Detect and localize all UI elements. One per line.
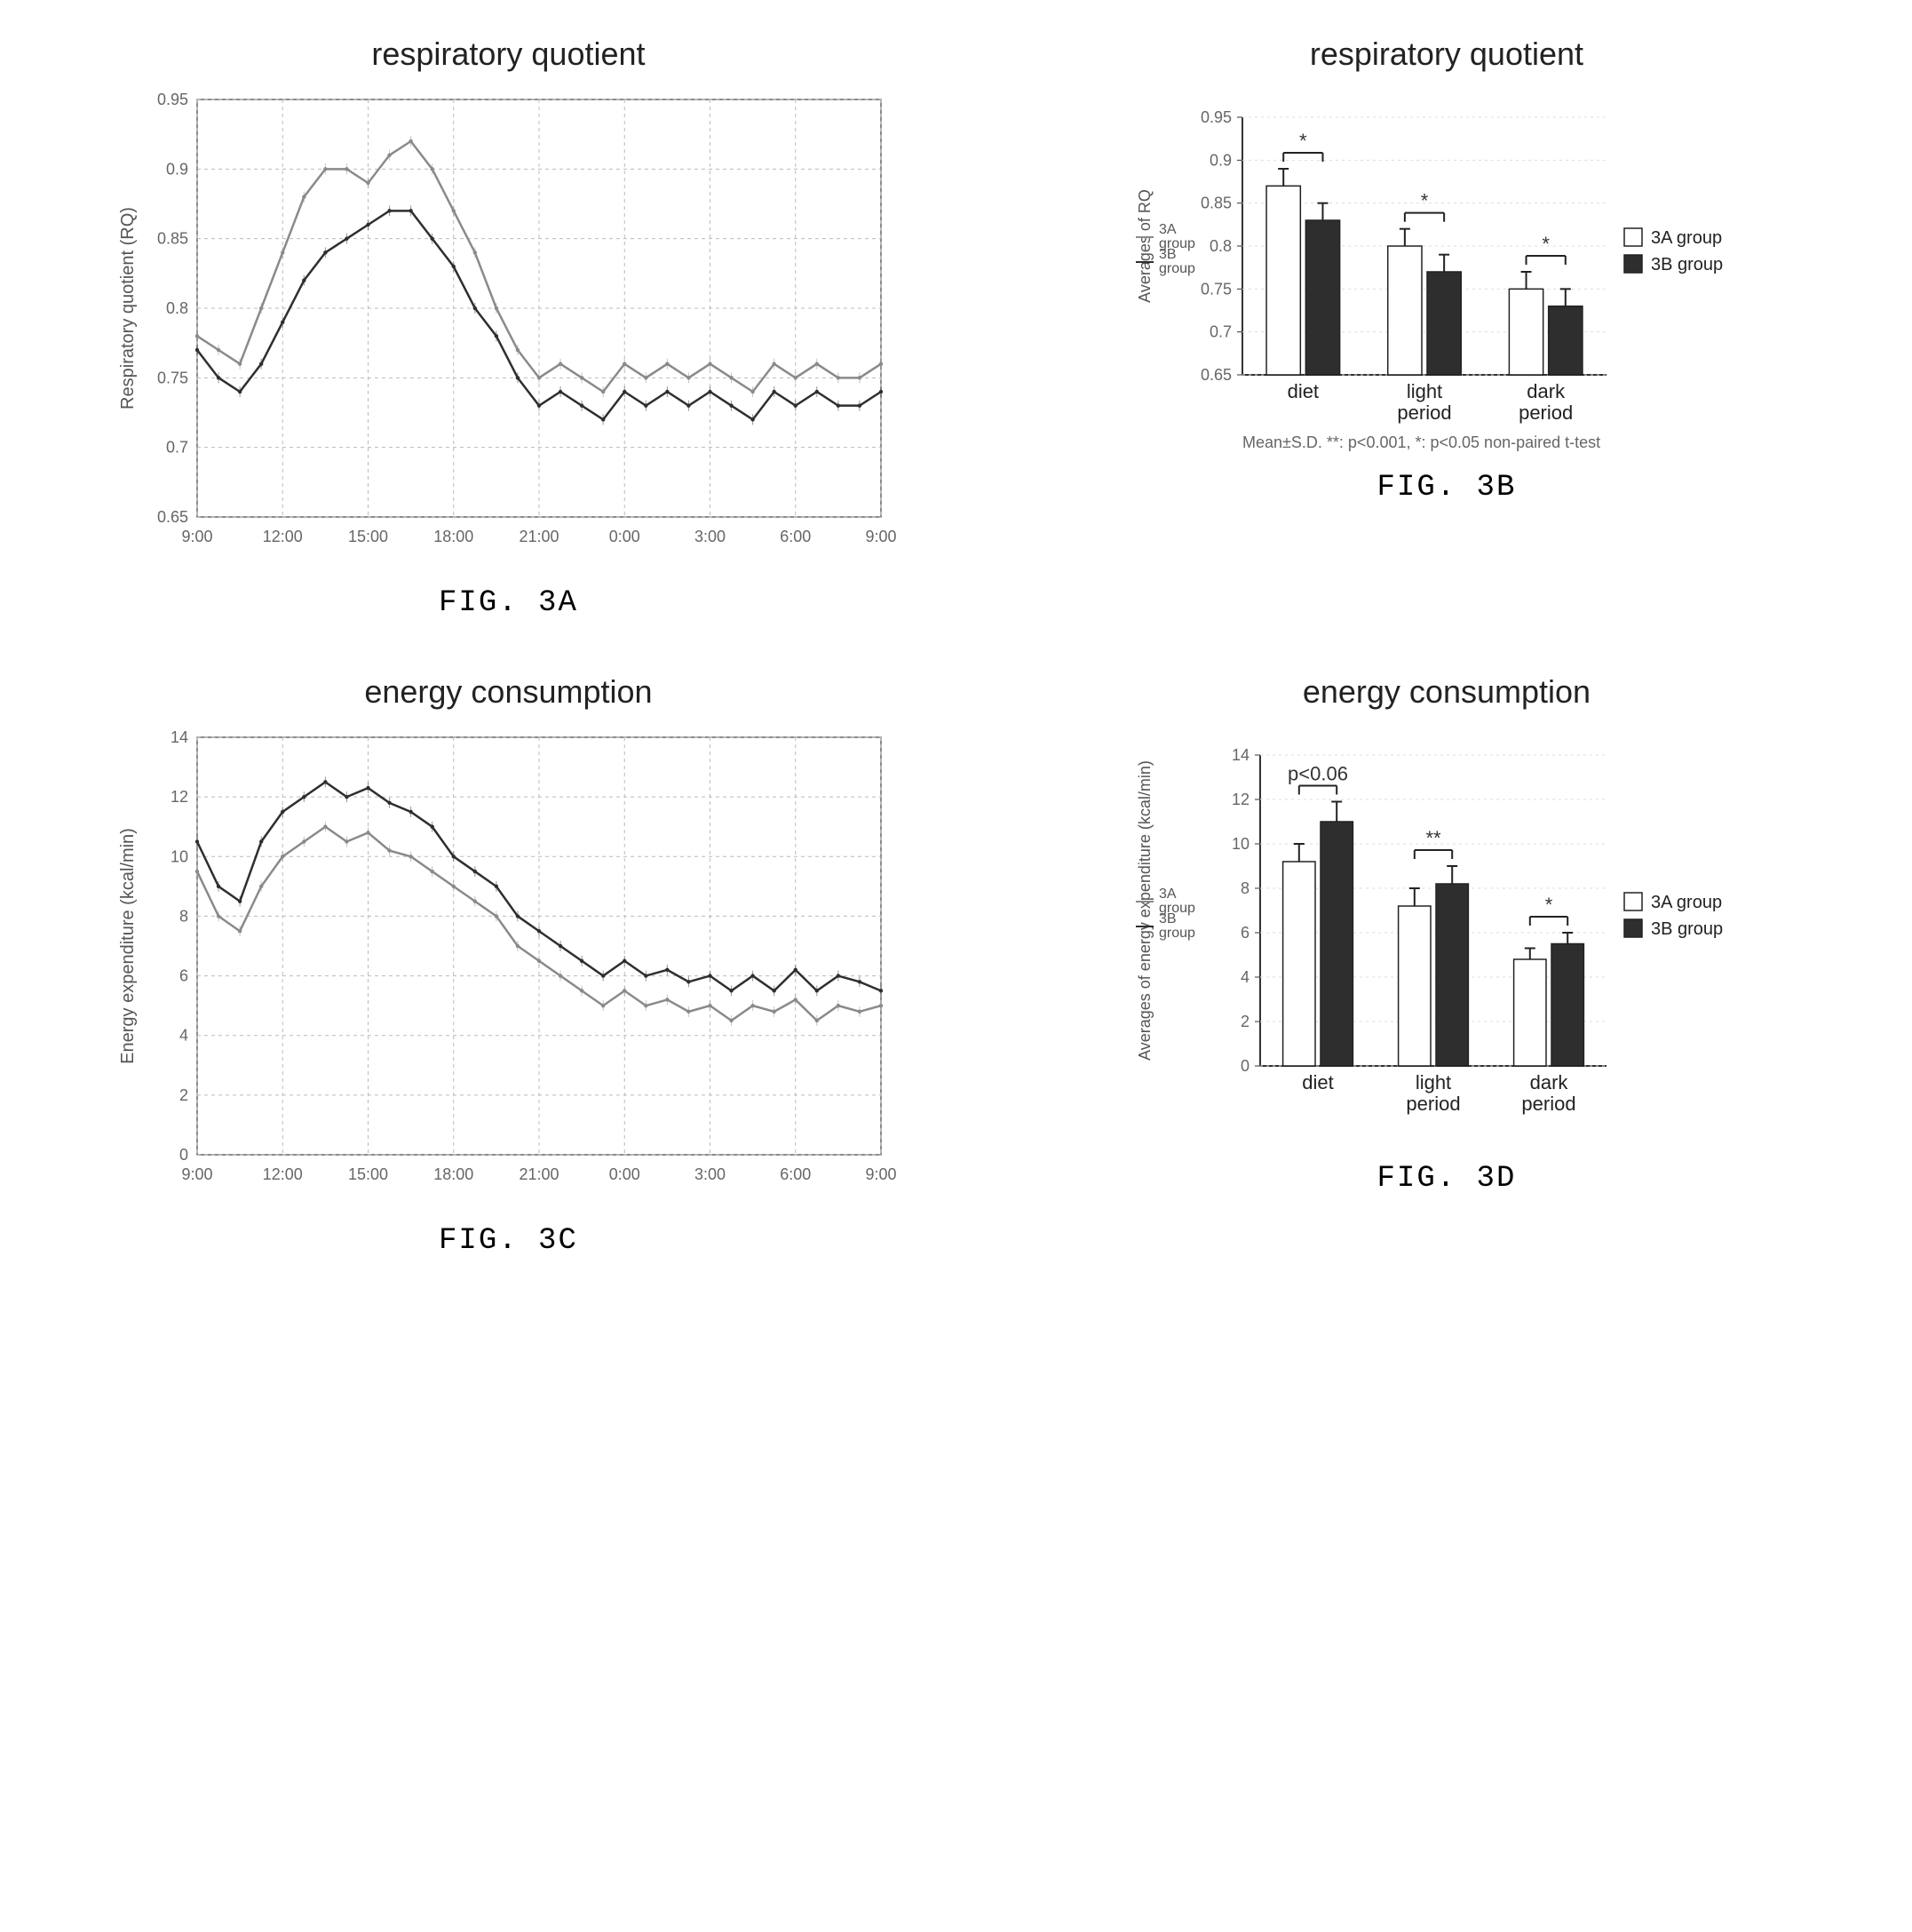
svg-text:3A group: 3A group <box>1651 228 1722 248</box>
svg-text:0:00: 0:00 <box>609 528 640 545</box>
svg-text:8: 8 <box>179 907 188 925</box>
svg-text:light: light <box>1416 1071 1451 1093</box>
svg-text:group: group <box>1159 926 1195 941</box>
svg-text:0.95: 0.95 <box>1201 108 1232 126</box>
svg-text:9:00: 9:00 <box>866 1165 897 1183</box>
svg-fig3a: 0.65 0.7 0.75 0.8 0.85 0.9 0.95 9:00 12:00 15:00 1… <box>117 82 899 570</box>
svg-fig3d: 02468101214p<0.06diet**lightperiod*darkp… <box>1127 720 1766 1146</box>
svg-text:0.85: 0.85 <box>1201 195 1232 212</box>
svg-text:3A group: 3A group <box>1651 893 1722 912</box>
svg-text:0.9: 0.9 <box>166 160 188 178</box>
svg-text:*: * <box>1299 130 1307 152</box>
svg-text:*: * <box>1542 233 1550 255</box>
caption-fig3c: FIG. 3C <box>439 1224 578 1258</box>
svg-text:18:00: 18:00 <box>434 528 474 545</box>
svg-text:12:00: 12:00 <box>263 1165 303 1183</box>
svg-text:3B group: 3B group <box>1651 919 1723 939</box>
svg-text:0.75: 0.75 <box>1201 280 1232 298</box>
svg-text:8: 8 <box>1241 879 1250 897</box>
svg-text:3:00: 3:00 <box>694 1165 726 1183</box>
title-fig3b: respiratory quotient <box>1310 36 1583 73</box>
svg-text:*: * <box>1421 190 1429 212</box>
title-fig3d: energy consumption <box>1303 673 1591 711</box>
chart-fig3c: 0 2 4 6 8 10 12 14 9:00 12:00 15:00 18:00 21:00 0:00 3… <box>117 720 899 1208</box>
svg-text:15:00: 15:00 <box>348 1165 388 1183</box>
svg-text:6: 6 <box>1241 924 1250 942</box>
svg-text:10: 10 <box>171 847 188 865</box>
svg-text:Averages of RQ: Averages of RQ <box>1136 189 1154 303</box>
svg-text:3A: 3A <box>1159 886 1177 902</box>
svg-text:period: period <box>1406 1093 1460 1115</box>
svg-text:3A: 3A <box>1159 222 1177 237</box>
caption-fig3a: FIG. 3A <box>439 586 578 620</box>
svg-text:2: 2 <box>1241 1013 1250 1030</box>
svg-text:0.8: 0.8 <box>1210 237 1232 255</box>
svg-text:dark: dark <box>1527 380 1566 402</box>
panel-fig3a: respiratory quotient 0.650.70.750.80.850… <box>36 36 981 620</box>
svg-text:2: 2 <box>179 1086 188 1104</box>
chart-fig3b: 0.650.70.750.80.850.90.95*diet*lightperi… <box>1127 82 1766 455</box>
svg-text:period: period <box>1397 402 1451 424</box>
svg-text:6:00: 6:00 <box>781 528 812 545</box>
svg-text:period: period <box>1521 1093 1575 1115</box>
panel-fig3c: energy consumption 0 2 4 6 8 10 12 14 9:00 12:00 1… <box>36 673 981 1258</box>
svg-text:0.85: 0.85 <box>157 230 188 248</box>
svg-text:0.7: 0.7 <box>166 439 188 457</box>
chart-fig3d: 02468101214p<0.06diet**lightperiod*darkp… <box>1127 720 1766 1146</box>
title-fig3a: respiratory quotient <box>371 36 645 73</box>
svg-text:0.95: 0.95 <box>157 91 188 108</box>
svg-text:dark: dark <box>1530 1071 1569 1093</box>
svg-text:0.65: 0.65 <box>157 508 188 526</box>
svg-text:6: 6 <box>179 967 188 985</box>
svg-text:0.7: 0.7 <box>1210 323 1232 341</box>
svg-text:0.9: 0.9 <box>1210 151 1232 169</box>
svg-text:3B: 3B <box>1159 911 1177 926</box>
svg-text:0: 0 <box>1241 1057 1250 1075</box>
svg-text:light: light <box>1407 380 1442 402</box>
svg-fig3c: 0 2 4 6 8 10 12 14 9:00 12:00 15:00 18:00 21:00 0:00 3… <box>117 720 899 1208</box>
svg-text:14: 14 <box>1232 746 1250 764</box>
svg-text:Energy expenditure (kcal/min): Energy expenditure (kcal/min) <box>118 828 138 1064</box>
title-fig3c: energy consumption <box>364 673 652 711</box>
svg-text:**: ** <box>1425 827 1441 849</box>
caption-fig3b: FIG. 3B <box>1377 471 1517 505</box>
svg-text:Respiratory quotient (RQ): Respiratory quotient (RQ) <box>118 207 138 409</box>
svg-text:0.65: 0.65 <box>1201 366 1232 384</box>
svg-text:3:00: 3:00 <box>694 528 726 545</box>
svg-text:14: 14 <box>171 728 188 746</box>
svg-text:4: 4 <box>1241 968 1250 986</box>
svg-text:12:00: 12:00 <box>263 528 303 545</box>
svg-text:0.75: 0.75 <box>157 369 188 386</box>
svg-text:*: * <box>1545 894 1553 916</box>
svg-fig3b: 0.650.70.750.80.850.90.95*diet*lightperi… <box>1127 82 1766 455</box>
svg-text:diet: diet <box>1302 1071 1333 1093</box>
svg-text:3B: 3B <box>1159 247 1177 262</box>
caption-fig3d: FIG. 3D <box>1377 1162 1517 1196</box>
svg-text:9:00: 9:00 <box>182 528 213 545</box>
svg-text:period: period <box>1519 402 1573 424</box>
svg-text:18:00: 18:00 <box>434 1165 474 1183</box>
svg-text:group: group <box>1159 261 1195 276</box>
panel-fig3d: energy consumption 0 2 4 6 8 10 12 14 p<0.06 diet… <box>1017 673 1876 1258</box>
svg-text:15:00: 15:00 <box>348 528 388 545</box>
svg-text:diet: diet <box>1288 380 1319 402</box>
svg-text:6:00: 6:00 <box>781 1165 812 1183</box>
svg-text:Mean±S.D. **: p<0.001, *: p<0.: Mean±S.D. **: p<0.001, *: p<0.05 non-pai… <box>1242 433 1600 451</box>
svg-text:0:00: 0:00 <box>609 1165 640 1183</box>
svg-text:0: 0 <box>179 1146 188 1164</box>
chart-fig3a: 0.65 0.7 0.75 0.8 0.85 0.9 0.95 9:00 12:00 15:00 1… <box>117 82 899 570</box>
svg-text:4: 4 <box>179 1027 188 1045</box>
svg-text:12: 12 <box>171 788 188 806</box>
svg-text:0.8: 0.8 <box>166 299 188 317</box>
svg-text:21:00: 21:00 <box>520 1165 559 1183</box>
panel-fig3b: respiratory quotient 0.65 0.7 0.75 0.8 0.85 0… <box>1017 36 1876 620</box>
svg-text:21:00: 21:00 <box>520 528 559 545</box>
svg-text:3B group: 3B group <box>1651 255 1723 274</box>
svg-text:12: 12 <box>1232 791 1250 808</box>
svg-text:10: 10 <box>1232 835 1250 853</box>
svg-text:9:00: 9:00 <box>182 1165 213 1183</box>
svg-text:9:00: 9:00 <box>866 528 897 545</box>
svg-text:Averages of energy expenditure: Averages of energy expenditure (kcal/min… <box>1136 760 1154 1061</box>
svg-text:p<0.06: p<0.06 <box>1288 763 1348 785</box>
